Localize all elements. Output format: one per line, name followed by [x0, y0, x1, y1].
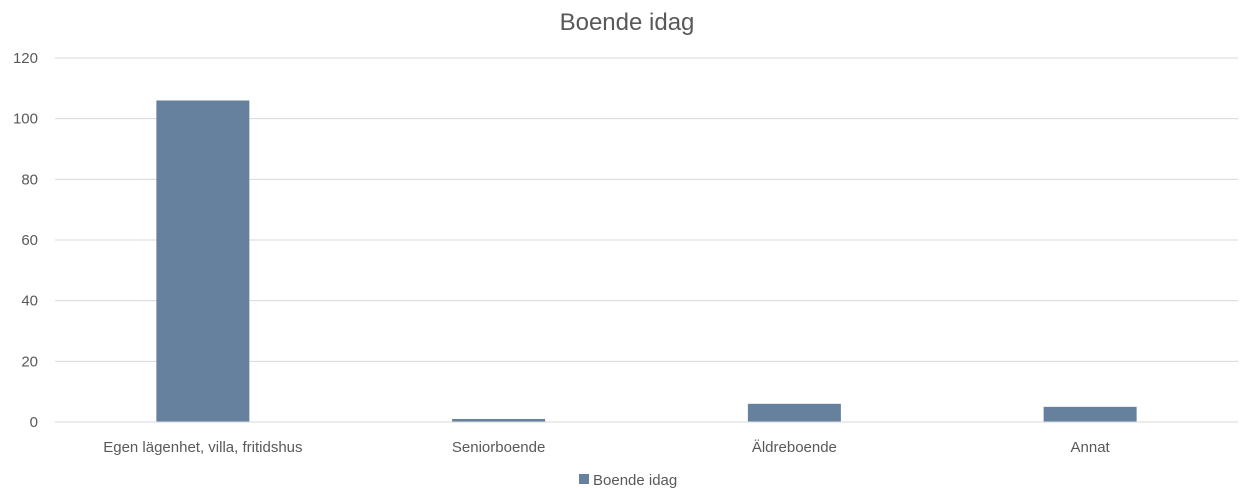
y-tick-label: 0	[30, 414, 38, 431]
legend-swatch	[579, 474, 589, 484]
x-category-label: Egen lägenhet, villa, fritidshus	[103, 439, 302, 456]
x-category-label: Seniorboende	[452, 439, 545, 456]
bar	[747, 403, 841, 422]
bar	[452, 418, 546, 422]
y-tick-label: 120	[13, 50, 38, 67]
x-category-label: Annat	[1071, 439, 1111, 456]
y-tick-label: 100	[13, 111, 38, 128]
y-tick-label: 20	[21, 353, 38, 370]
y-tick-label: 40	[21, 293, 38, 310]
bar	[1043, 406, 1137, 422]
chart-title: Boende idag	[560, 9, 695, 36]
legend: Boende idag	[579, 472, 677, 488]
y-axis-ticks: 0 20 40 60 80 100 120	[13, 50, 38, 431]
bar	[156, 100, 250, 422]
y-tick-label: 60	[21, 232, 38, 249]
y-tick-label: 80	[21, 171, 38, 188]
grid-lines	[55, 57, 1238, 362]
legend-label: Boende idag	[593, 472, 677, 488]
x-category-label: Äldreboende	[752, 439, 837, 456]
bar-series	[156, 100, 1137, 422]
x-axis-categories: Egen lägenhet, villa, fritidshus Seniorbo…	[103, 439, 1110, 456]
